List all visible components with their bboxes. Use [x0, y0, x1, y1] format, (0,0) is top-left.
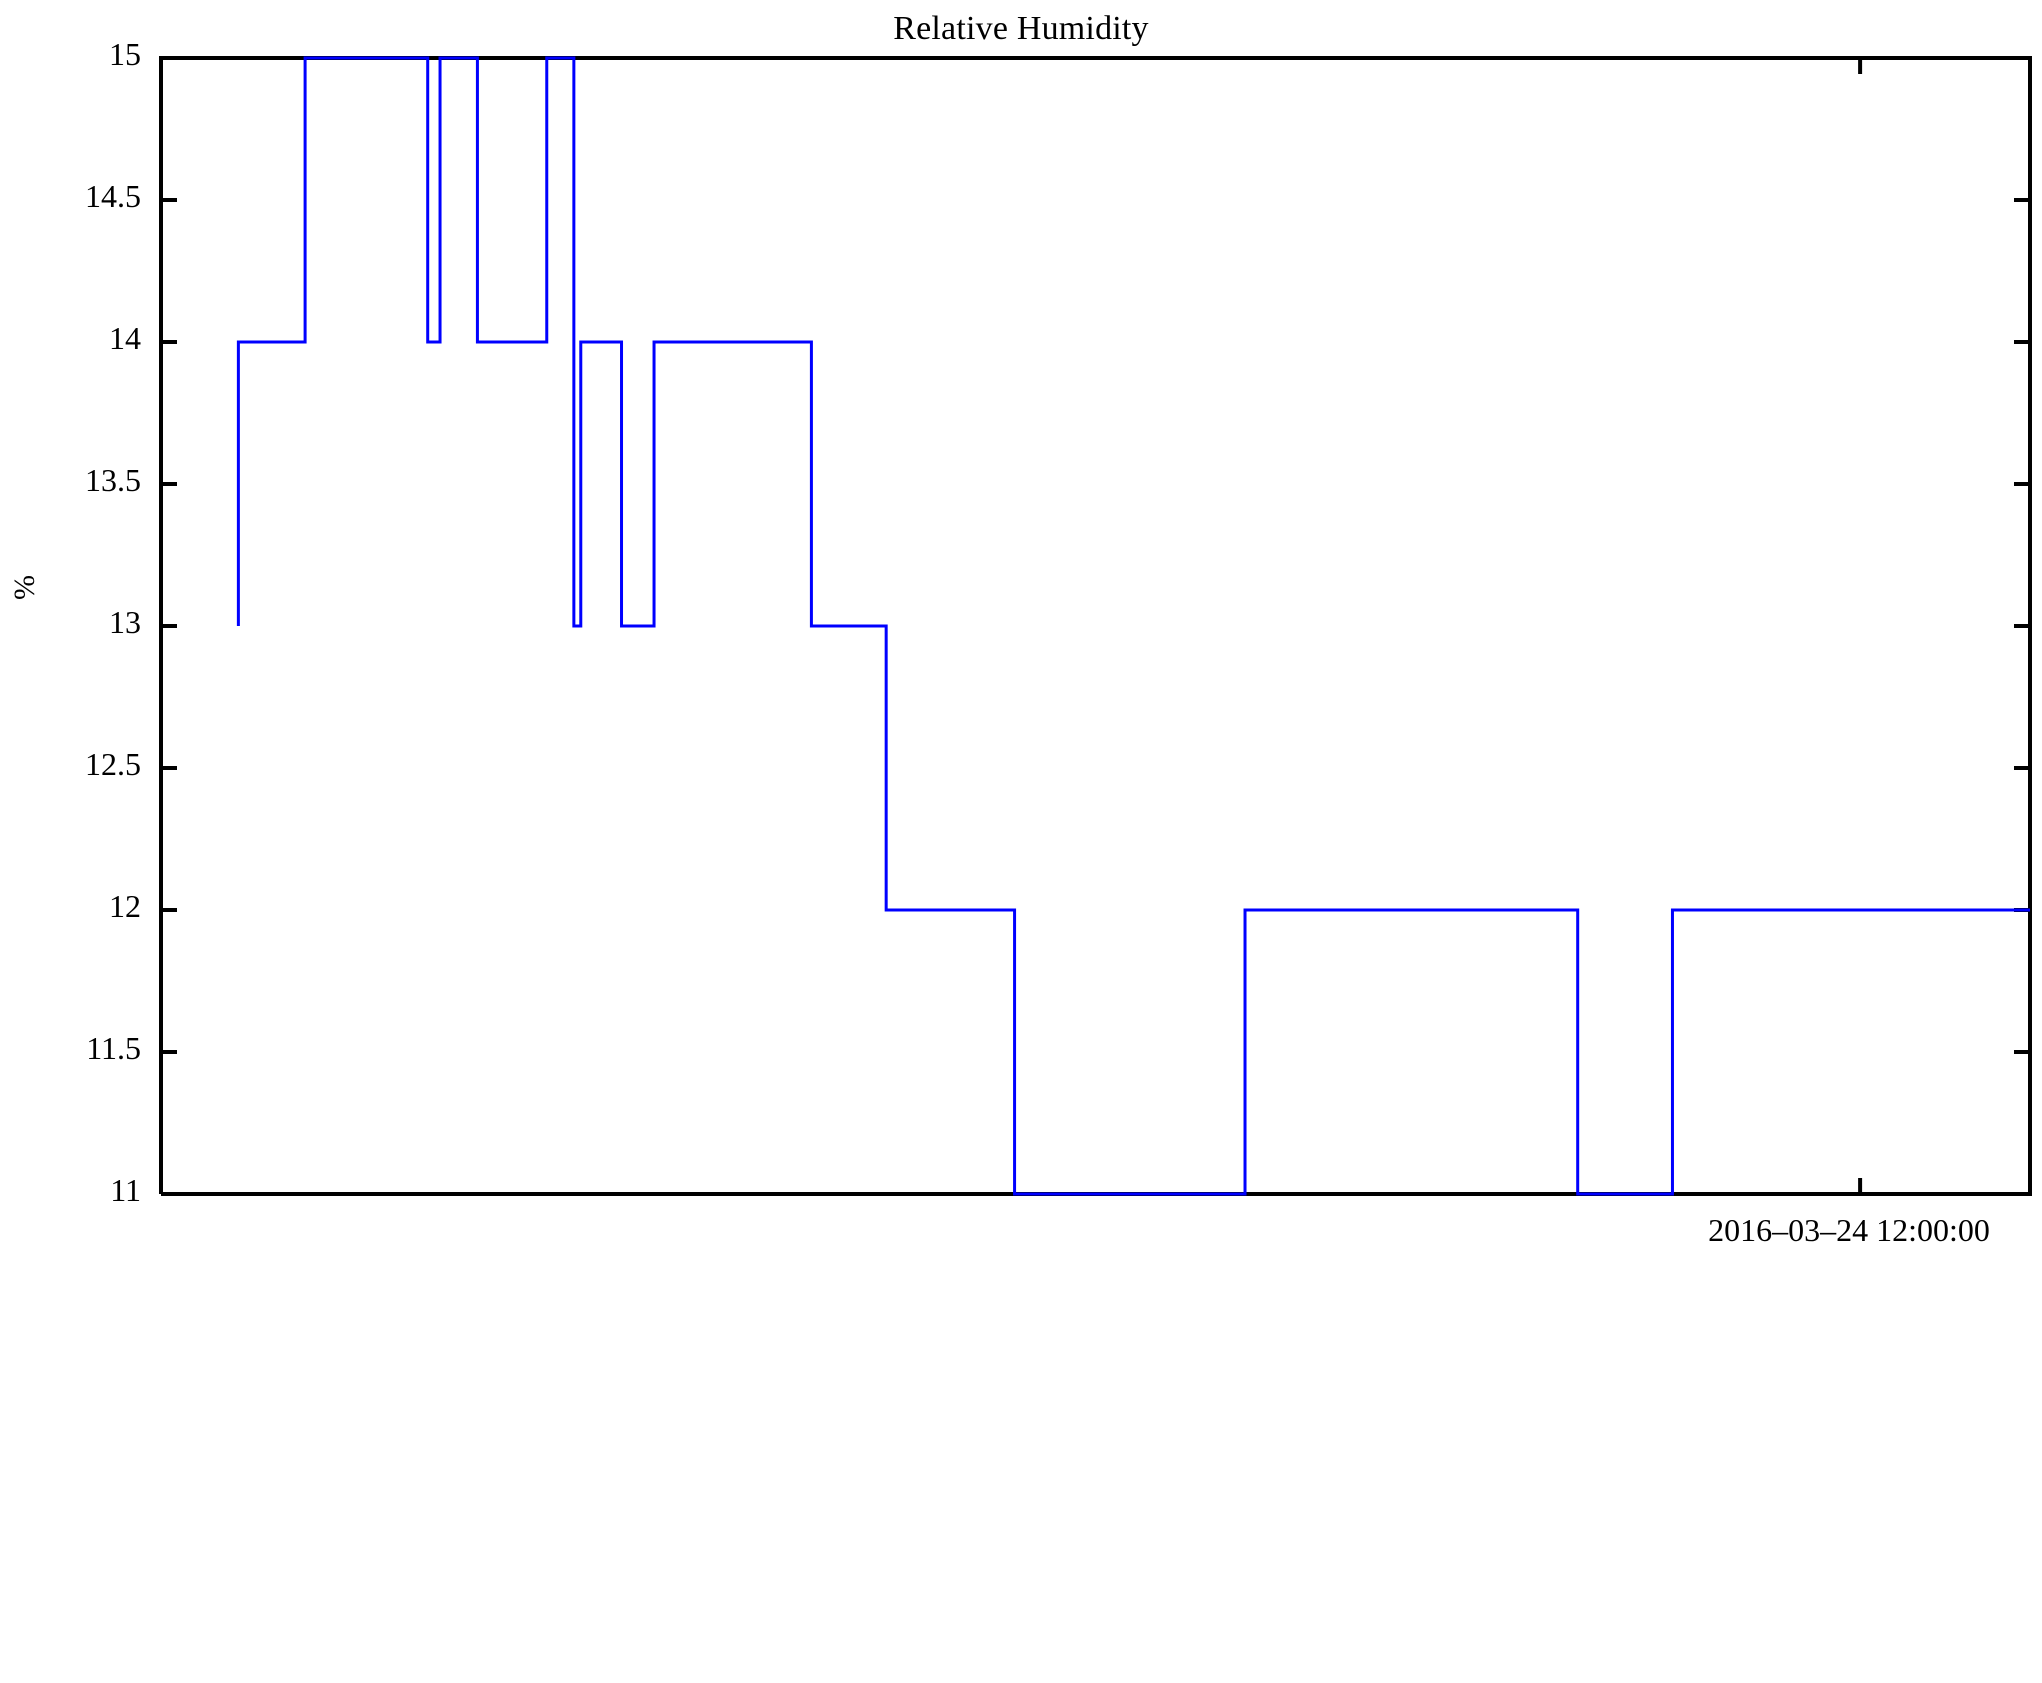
x-tick-label: 2016‒03‒24 12:00:00: [1708, 1212, 1990, 1248]
data-series-group: [236, 56, 2030, 1196]
series-line-0: [236, 56, 2030, 1196]
y-tick-label: 11: [110, 1172, 141, 1208]
y-tick-label: 11.5: [86, 1030, 141, 1066]
y-tick-marks: [161, 56, 2030, 1196]
chart-title: Relative Humidity: [893, 10, 1149, 47]
y-tick-label: 15: [109, 36, 141, 72]
y-tick-label: 14: [109, 320, 141, 356]
y-tick-label: 13: [109, 604, 141, 640]
y-tick-label: 13.5: [85, 462, 141, 498]
y-tick-label: 12.5: [85, 746, 141, 782]
y-tick-label: 14.5: [85, 178, 141, 214]
y-tick-label: 12: [109, 888, 141, 924]
